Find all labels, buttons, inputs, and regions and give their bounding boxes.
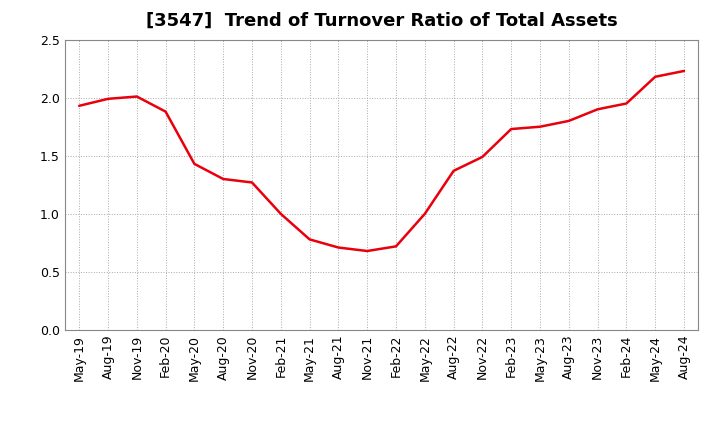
Title: [3547]  Trend of Turnover Ratio of Total Assets: [3547] Trend of Turnover Ratio of Total …	[145, 12, 618, 30]
